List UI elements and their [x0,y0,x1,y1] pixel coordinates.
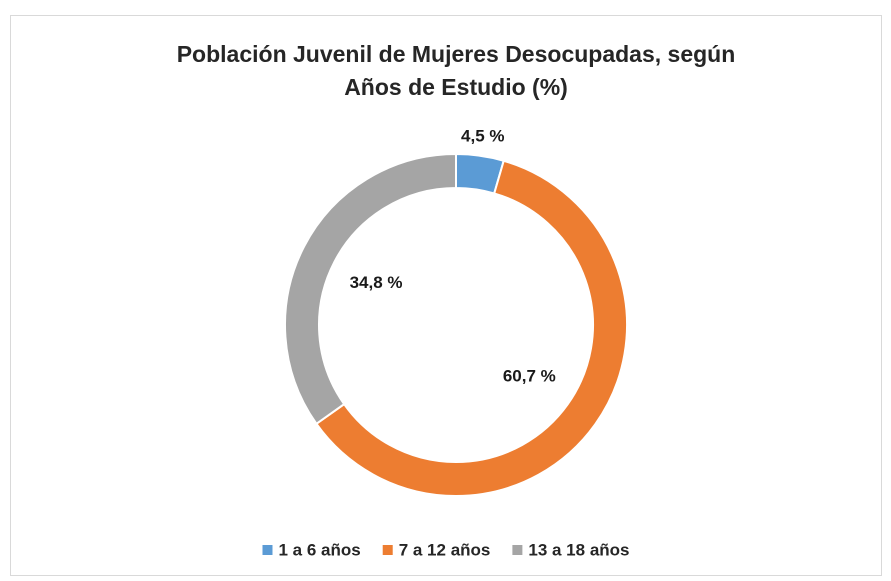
donut-slice [284,152,457,426]
legend-swatch [512,545,523,555]
legend-label: 1 a 6 años [278,540,360,559]
legend-label: 7 a 12 años [399,540,491,559]
legend-label: 13 a 18 años [528,540,629,559]
data-label: 34,8 % [350,273,403,292]
legend-swatch [382,545,393,555]
donut-slice [315,159,628,497]
legend-swatch [262,545,273,555]
data-label: 60,7 % [503,367,556,386]
chart-title: Población Juvenil de Mujeres Desocupadas… [176,41,736,100]
data-label: 4,5 % [461,126,504,145]
